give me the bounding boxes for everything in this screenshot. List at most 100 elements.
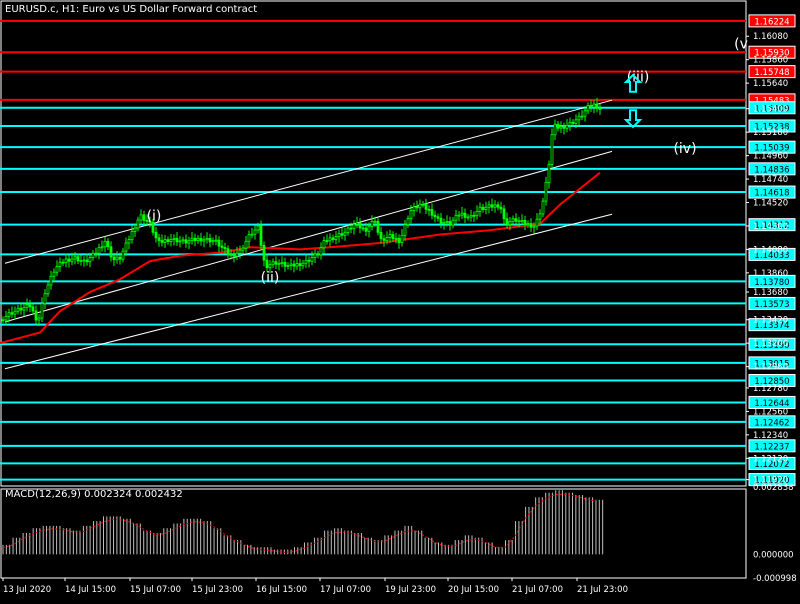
candle-body xyxy=(97,247,101,254)
candle-body xyxy=(511,218,515,223)
candle-body xyxy=(73,256,77,260)
candle-body xyxy=(181,239,185,242)
y-tick-label-1: 1.15860 xyxy=(753,56,788,66)
wave-label-4: (v xyxy=(734,37,748,53)
x-tick-label-0: 13 Jul 2020 xyxy=(3,585,51,595)
support-level-4-price-label: 1.14618 xyxy=(754,189,789,199)
candle-body xyxy=(133,227,137,232)
candle-body xyxy=(265,259,269,269)
y-tick-label-19: 1.11920 xyxy=(753,476,788,486)
candle-body xyxy=(343,231,347,236)
support-level-0-price-box xyxy=(748,101,796,115)
support-level-14-price-box xyxy=(748,415,796,429)
candle-body xyxy=(223,247,227,250)
main-frame xyxy=(0,0,747,487)
support-level-2-price-label: 1.15039 xyxy=(754,144,789,154)
candle-body xyxy=(556,123,560,129)
candle-body xyxy=(364,227,368,232)
candle-body xyxy=(493,204,497,208)
candle-body xyxy=(298,263,302,267)
x-tick-label-7: 20 Jul 15:00 xyxy=(448,585,499,595)
candle-body xyxy=(406,218,410,226)
candle-body xyxy=(532,225,536,228)
support-level-12-price-box xyxy=(748,373,796,387)
candle-body xyxy=(202,239,206,242)
channel-line-1 xyxy=(4,150,613,323)
candle-body xyxy=(475,211,479,217)
candle-body xyxy=(514,218,518,222)
candle-body xyxy=(208,238,212,243)
candle-body xyxy=(214,239,218,242)
candle-body xyxy=(496,204,500,208)
candle-body xyxy=(67,258,71,262)
candle-body xyxy=(472,214,476,217)
candle-body xyxy=(487,204,491,208)
support-level-8-price-box xyxy=(748,296,796,310)
candle-body xyxy=(430,209,434,216)
candle-body xyxy=(106,240,110,248)
candle-body xyxy=(259,225,263,246)
candle-body xyxy=(283,262,287,267)
x-tick-label-5: 17 Jul 07:00 xyxy=(320,585,371,595)
candle-body xyxy=(196,237,200,242)
candle-body xyxy=(313,253,317,258)
candle-body xyxy=(103,240,107,248)
macd-signal-line xyxy=(2,493,597,553)
support-level-10-price-box xyxy=(748,337,796,351)
resistance-level-2-price-box xyxy=(748,65,796,79)
candle-body xyxy=(466,216,470,219)
candle-body xyxy=(481,206,485,210)
candle-body xyxy=(52,271,56,277)
support-level-6-price-label: 1.14033 xyxy=(754,251,789,261)
candle-body xyxy=(142,214,146,221)
candle-body xyxy=(253,229,257,235)
candle-body xyxy=(538,213,542,220)
y-tick-label-11: 1.13680 xyxy=(753,288,788,298)
candle-body xyxy=(376,220,380,233)
candle-body xyxy=(574,119,578,124)
candle-body xyxy=(340,233,344,236)
wave-label-0: (i) xyxy=(147,208,162,224)
support-level-5-price-label: 1.14312 xyxy=(754,221,789,231)
support-level-1-price-box xyxy=(748,119,796,133)
candle-body xyxy=(346,227,350,233)
candle-body xyxy=(304,259,308,264)
macd-y-label-1: 0.000000 xyxy=(753,550,794,560)
support-level-6-price-box xyxy=(748,247,796,261)
candle-body xyxy=(379,231,383,240)
candle-body xyxy=(211,240,215,243)
candle-body xyxy=(427,208,431,211)
candle-body xyxy=(61,261,65,264)
wave-label-3: (iv) xyxy=(673,141,696,157)
candle-body xyxy=(361,227,365,230)
candle-body xyxy=(358,222,362,229)
candle-body xyxy=(292,263,296,267)
candle-body xyxy=(70,258,74,262)
candle-body xyxy=(328,237,332,242)
candle-body xyxy=(241,247,245,251)
candle-body xyxy=(403,224,407,236)
candle-body xyxy=(421,203,425,206)
support-level-12-price-label: 1.12850 xyxy=(754,377,789,387)
candle-body xyxy=(19,307,23,311)
candle-body xyxy=(85,259,89,263)
candle-body xyxy=(82,259,86,262)
candle-body xyxy=(112,256,116,261)
candle-body xyxy=(553,123,557,136)
candle-body xyxy=(517,220,521,223)
candle-body xyxy=(31,306,35,312)
candle-body xyxy=(571,121,575,124)
candle-body xyxy=(409,209,413,220)
candle-body xyxy=(550,134,554,165)
candle-body xyxy=(502,208,506,220)
candle-body xyxy=(568,121,572,126)
y-tick-label-17: 1.12340 xyxy=(753,431,788,441)
candle-body xyxy=(583,110,587,117)
candle-body xyxy=(400,234,404,243)
candle-body xyxy=(160,240,164,243)
candle-body xyxy=(382,238,386,241)
candle-body xyxy=(205,238,209,241)
candle-body xyxy=(439,217,443,225)
